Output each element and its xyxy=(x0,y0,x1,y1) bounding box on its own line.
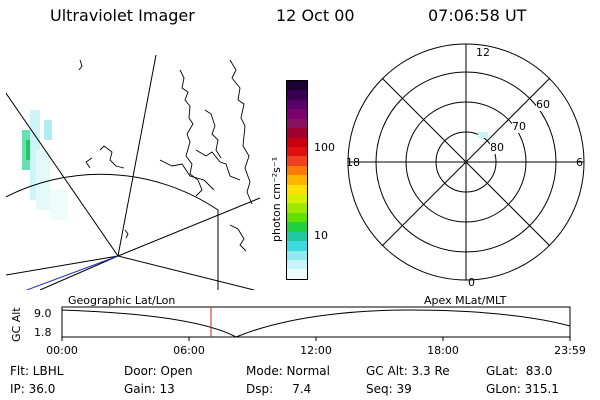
colorbar-segment xyxy=(287,165,307,176)
meridian-line xyxy=(117,54,157,257)
colorbar-segment xyxy=(287,269,307,279)
mlt-label-0: 0 xyxy=(468,276,475,289)
image-time: 07:06:58 UT xyxy=(428,6,527,25)
altitude-axis-title: GC Alt xyxy=(10,307,23,342)
mode-value: Mode: Normal xyxy=(246,364,330,378)
meridian-line xyxy=(6,255,119,276)
gc-alt-value: GC Alt: 3.3 Re xyxy=(366,364,450,378)
colorbar-segment xyxy=(287,156,307,166)
gain-value: Gain: 13 xyxy=(124,382,175,396)
polar-aurora-patch xyxy=(478,132,488,138)
mlt-label-6: 6 xyxy=(576,156,583,169)
altitude-plot-frame xyxy=(61,306,571,338)
colorbar-segment xyxy=(287,231,307,242)
colorbar-segment xyxy=(287,137,307,147)
time-tick-1800: 18:00 xyxy=(427,344,459,357)
ip-value: IP: 36.0 xyxy=(10,382,56,396)
colorbar-segment xyxy=(287,81,307,91)
colorbar-tick-10: 10 xyxy=(314,229,328,242)
altitude-curve xyxy=(61,309,571,338)
colorbar-segment xyxy=(287,99,307,110)
colorbar-segment xyxy=(287,146,307,157)
colorbar-segment xyxy=(287,109,307,119)
colorbar-segment xyxy=(287,222,307,232)
colorbar-tick-100: 100 xyxy=(314,141,335,154)
apex-panel-label: Apex MLat/MLT xyxy=(424,294,507,307)
colorbar-segment xyxy=(287,203,307,213)
instrument-title: Ultraviolet Imager xyxy=(50,6,195,25)
colorbar-segment xyxy=(287,128,307,138)
colorbar-segment xyxy=(287,175,307,185)
mlt-label-12: 12 xyxy=(476,46,490,59)
colorbar-unit-label: photon cm⁻²s⁻¹ xyxy=(270,156,283,242)
time-tick-0600: 06:00 xyxy=(173,344,205,357)
time-tick-0000: 00:00 xyxy=(46,344,78,357)
door-status: Door: Open xyxy=(124,364,193,378)
lat-label-70: 70 xyxy=(512,120,526,133)
colorbar-segment xyxy=(287,194,307,204)
time-tick-2359: 23:59 xyxy=(554,344,586,357)
colorbar-segment xyxy=(287,90,307,100)
image-date: 12 Oct 00 xyxy=(276,6,355,25)
colorbar-segment xyxy=(287,118,307,129)
colorbar-segment xyxy=(287,212,307,223)
meridian-line xyxy=(117,197,261,257)
lat-label-60: 60 xyxy=(536,98,550,111)
dsp-value: Dsp: 7.4 xyxy=(246,382,312,396)
mlt-label-18: 18 xyxy=(346,156,360,169)
colorbar-segment xyxy=(287,184,307,195)
aurora-emission xyxy=(22,110,68,220)
glon-value: GLon: 315.1 xyxy=(486,382,559,396)
seq-value: Seq: 39 xyxy=(366,382,412,396)
meridian-line xyxy=(117,255,255,290)
meridian-line xyxy=(6,92,119,257)
coastlines xyxy=(78,59,253,252)
polar-diagonal xyxy=(381,77,551,247)
altitude-tick-min: 1.8 xyxy=(34,326,52,339)
colorbar xyxy=(286,80,308,280)
time-tick-1200: 12:00 xyxy=(300,344,332,357)
latitude-circle xyxy=(6,173,219,290)
colorbar-segment xyxy=(287,260,307,270)
colorbar-segment xyxy=(287,250,307,261)
terminator-line xyxy=(25,255,119,290)
glat-value: GLat: 83.0 xyxy=(486,364,553,378)
filter-value: Flt: LBHL xyxy=(10,364,64,378)
altitude-tick-max: 9.0 xyxy=(34,307,52,320)
colorbar-segment xyxy=(287,241,307,251)
meridian-line xyxy=(39,255,119,290)
lat-label-80: 80 xyxy=(490,141,504,154)
geographic-panel-label: Geographic Lat/Lon xyxy=(68,294,176,307)
